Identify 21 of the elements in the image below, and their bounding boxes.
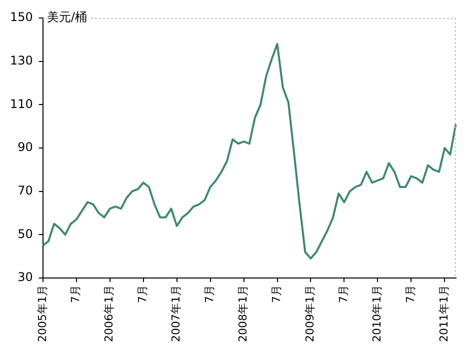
x-tick-label: 7月 [337,285,350,304]
x-tick-label: 7月 [69,285,82,304]
x-tick-label: 2006年1月 [102,285,116,342]
y-axis-title: 美元/桶 [46,10,87,24]
x-tick-label: 2007年1月 [170,285,183,342]
y-tick-label: 130 [10,53,33,68]
x-tick-label: 7月 [404,285,418,304]
y-tick-label: 70 [18,183,33,198]
y-tick-label: 110 [10,96,33,111]
x-tick-label: 7月 [136,285,150,304]
x-tick-label: 2009年1月 [304,285,317,342]
y-tick-label: 90 [18,140,33,154]
y-tick-label: 150 [10,10,33,24]
x-tick-label: 7月 [270,285,284,304]
y-tick-label: 50 [18,226,33,241]
x-tick-label: 2008年1月 [236,285,250,342]
x-tick-label: 2010年1月 [370,285,384,342]
x-tick-label: 2011年1月 [438,285,450,342]
x-tick-label: 7月 [203,285,216,304]
x-tick-label: 2005年1月 [36,285,49,342]
y-tick-label: 30 [18,270,33,284]
